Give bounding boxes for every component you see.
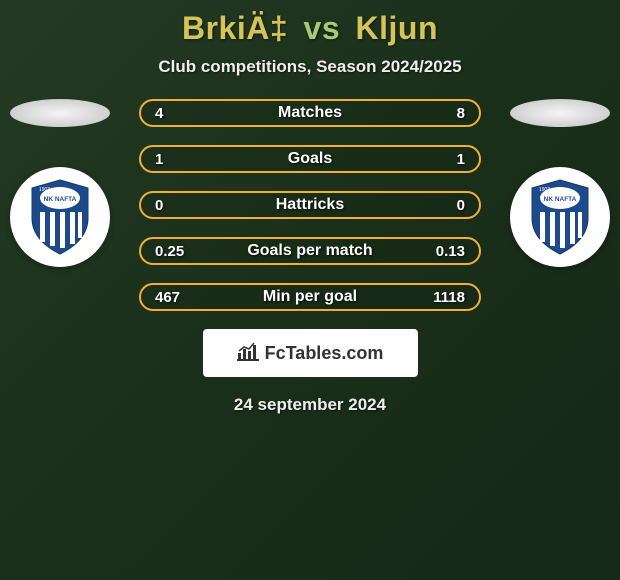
stat-bar-goals: 1 Goals 1 [139,145,481,173]
stat-label: Hattricks [141,196,479,214]
comparison-title: BrkiÄ‡ vs Kljun [0,0,620,47]
stat-value-right: 1118 [433,289,465,306]
stat-bars-container: 4 Matches 8 1 Goals 1 0 Hattricks 0 0.25… [139,99,481,311]
stat-value-left: 4 [155,105,163,122]
nk-nafta-shield-icon: NK NAFTA 1903 [26,178,94,256]
chart-icon [237,341,259,366]
stat-bar-hattricks: 0 Hattricks 0 [139,191,481,219]
subtitle: Club competitions, Season 2024/2025 [0,57,620,77]
svg-text:1903: 1903 [539,187,550,193]
stat-bar-matches: 4 Matches 8 [139,99,481,127]
player1-name: BrkiÄ‡ [182,10,288,46]
nk-nafta-shield-icon: NK NAFTA 1903 [526,178,594,256]
fctables-brand-text: FcTables.com [265,343,384,364]
stat-value-right: 1 [457,151,465,168]
svg-text:1903: 1903 [39,187,50,193]
player2-club-logo: NK NAFTA 1903 [510,167,610,267]
stat-label: Goals [141,150,479,168]
comparison-stage: NK NAFTA 1903 NK NAFTA 1903 [0,99,620,415]
stat-value-right: 8 [457,105,465,122]
player2-column: NK NAFTA 1903 [510,99,610,267]
stat-label: Goals per match [141,242,479,260]
vs-label: vs [304,10,341,46]
stat-value-right: 0 [457,197,465,214]
fctables-logo[interactable]: FcTables.com [203,329,418,377]
stat-bar-goals-per-match: 0.25 Goals per match 0.13 [139,237,481,265]
snapshot-date: 24 september 2024 [0,395,620,415]
player1-club-logo: NK NAFTA 1903 [10,167,110,267]
svg-text:NK NAFTA: NK NAFTA [544,196,577,203]
stat-value-left: 0 [155,197,163,214]
svg-text:NK NAFTA: NK NAFTA [44,196,77,203]
stat-label: Min per goal [141,288,479,306]
player1-column: NK NAFTA 1903 [10,99,110,267]
stat-label: Matches [141,104,479,122]
stat-bar-min-per-goal: 467 Min per goal 1118 [139,283,481,311]
stat-value-left: 467 [155,289,180,306]
player2-name: Kljun [356,10,438,46]
player2-avatar-placeholder [510,99,610,127]
stat-value-left: 1 [155,151,163,168]
stat-value-right: 0.13 [436,243,465,260]
player1-avatar-placeholder [10,99,110,127]
stat-value-left: 0.25 [155,243,184,260]
